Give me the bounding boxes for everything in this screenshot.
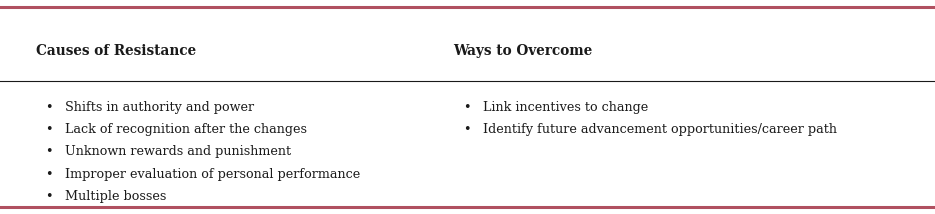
Text: •: •: [463, 101, 470, 113]
Text: •: •: [45, 101, 52, 113]
Text: Causes of Resistance: Causes of Resistance: [36, 44, 195, 58]
Text: Shifts in authority and power: Shifts in authority and power: [65, 101, 254, 113]
Text: Lack of recognition after the changes: Lack of recognition after the changes: [65, 123, 308, 136]
Text: Unknown rewards and punishment: Unknown rewards and punishment: [65, 146, 292, 158]
Text: •: •: [463, 123, 470, 136]
Text: Ways to Overcome: Ways to Overcome: [453, 44, 593, 58]
Text: Link incentives to change: Link incentives to change: [483, 101, 649, 113]
Text: Identify future advancement opportunities/career path: Identify future advancement opportunitie…: [483, 123, 838, 136]
Text: •: •: [45, 168, 52, 181]
Text: •: •: [45, 146, 52, 158]
Text: •: •: [45, 190, 52, 203]
Text: Improper evaluation of personal performance: Improper evaluation of personal performa…: [65, 168, 361, 181]
Text: Multiple bosses: Multiple bosses: [65, 190, 166, 203]
Text: •: •: [45, 123, 52, 136]
